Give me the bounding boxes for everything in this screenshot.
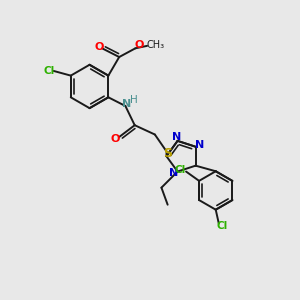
Text: N: N [169,168,178,178]
Text: N: N [195,140,205,151]
Text: Cl: Cl [175,165,186,175]
Text: N: N [172,132,182,142]
Text: O: O [110,134,119,145]
Text: O: O [135,40,144,50]
Text: CH₃: CH₃ [147,40,165,50]
Text: S: S [164,147,172,160]
Text: N: N [122,99,131,109]
Text: Cl: Cl [44,66,55,76]
Text: H: H [130,95,137,105]
Text: O: O [94,42,104,52]
Text: Cl: Cl [216,221,228,231]
